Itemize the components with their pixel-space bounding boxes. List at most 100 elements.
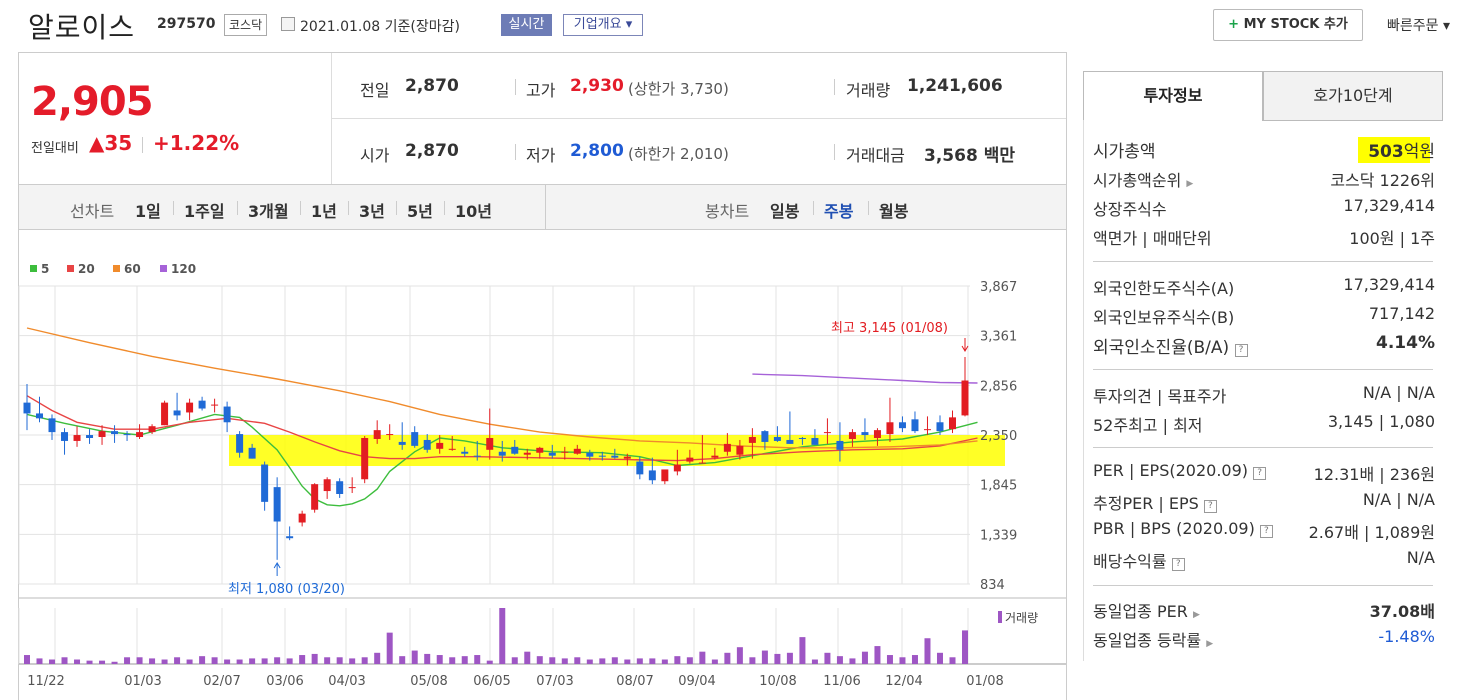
volume-bar xyxy=(61,657,68,664)
volume-bar xyxy=(349,658,356,664)
legend-swatch-120 xyxy=(160,265,167,272)
volume-bar xyxy=(24,655,30,664)
help-icon[interactable]: ? xyxy=(1203,500,1217,513)
volume-bar xyxy=(611,657,618,664)
quick-order-dropdown[interactable]: 빠른주문 ▾ xyxy=(1387,18,1450,34)
annotations: 최고 3,145 (01/08) 최저 1,080 (03/20) xyxy=(228,321,969,597)
x-tick-label: 07/03 xyxy=(536,674,573,689)
y-tick-label: 3,867 xyxy=(980,280,1017,295)
volume-bar xyxy=(236,659,243,664)
52w-value: 3,145 | 1,080 xyxy=(1327,412,1435,431)
my-stock-add-button[interactable]: + MY STOCK 추가 xyxy=(1213,9,1363,41)
volume-bar xyxy=(224,659,231,664)
industry-change-row[interactable]: 동일업종 등락률 ▶ -1.48% xyxy=(1093,627,1435,655)
volume-bar xyxy=(799,637,806,664)
tab-weekly[interactable]: 주봉 xyxy=(824,202,854,221)
candle-body xyxy=(86,435,94,438)
help-icon[interactable]: ? xyxy=(1234,344,1248,357)
candle-body xyxy=(386,434,394,436)
volume-value: 1,241,606 xyxy=(907,76,1003,96)
market-cap-row: 시가총액 503억원 xyxy=(1093,137,1435,165)
change-percent: +1.22% xyxy=(153,131,240,155)
volume-bar xyxy=(361,657,368,664)
candle-body xyxy=(23,402,31,414)
prev-close-value: 2,870 xyxy=(405,76,459,96)
volume-bar xyxy=(199,656,206,664)
candle-body xyxy=(911,419,919,432)
candle-body xyxy=(823,432,831,434)
volume-legend-swatch xyxy=(998,611,1002,623)
candle-body xyxy=(636,461,644,475)
line-chart-label: 선차트 xyxy=(70,202,115,221)
candle-body xyxy=(123,434,131,436)
volume-bar xyxy=(674,656,681,664)
tab-1y[interactable]: 1년 xyxy=(311,202,337,221)
candle-body xyxy=(273,487,281,522)
volume-bar xyxy=(561,658,568,664)
foreign-ratio-label: 외국인소진율(B/A) xyxy=(1093,338,1230,358)
foreign-limit-value: 17,329,414 xyxy=(1343,275,1435,294)
tab-order-book[interactable]: 호가10단계 xyxy=(1263,71,1443,121)
help-icon[interactable]: ? xyxy=(1253,467,1267,480)
low-label: 저가 xyxy=(526,146,556,165)
tab-1w[interactable]: 1주일 xyxy=(184,202,225,221)
candle-body xyxy=(448,448,456,450)
chart-legend: 5 20 60 120 xyxy=(30,262,196,276)
volume-bar xyxy=(649,658,656,664)
tab-monthly[interactable]: 월봉 xyxy=(879,202,909,221)
per-label: PER | EPS(2020.09) xyxy=(1093,461,1248,480)
volume-bar xyxy=(736,647,743,664)
volume-bar xyxy=(36,658,43,664)
tab-1d[interactable]: 1일 xyxy=(135,202,161,221)
foreign-hold-row: 외국인보유주식수(B) 717,142 xyxy=(1093,304,1435,332)
volume-bar xyxy=(136,657,143,664)
realtime-button[interactable]: 실시간 xyxy=(501,14,552,36)
chevron-right-icon: ▶ xyxy=(1192,610,1200,620)
candle-body xyxy=(798,437,806,439)
tab-daily[interactable]: 일봉 xyxy=(770,202,800,221)
volume-bar xyxy=(549,657,556,664)
tab-5y[interactable]: 5년 xyxy=(407,202,433,221)
volume-bar xyxy=(761,650,768,664)
volume-bar xyxy=(586,659,593,664)
foreign-limit-label: 외국인한도주식수(A) xyxy=(1093,279,1235,298)
tab-3y[interactable]: 3년 xyxy=(359,202,385,221)
volume-bar xyxy=(836,656,843,664)
foreign-hold-label: 외국인보유주식수(B) xyxy=(1093,308,1235,327)
legend-label-5: 5 xyxy=(41,262,49,276)
pbr-row: PBR | BPS (2020.09) ? 2.67배 | 1,089원 xyxy=(1093,519,1435,547)
dividend-label: 배당수익률 xyxy=(1093,552,1167,571)
target-price-value: N/A | N/A xyxy=(1362,383,1435,402)
tab-10y[interactable]: 10년 xyxy=(455,202,492,221)
market-cap-rank-row[interactable]: 시가총액순위 ▶ 코스닥 1226위 xyxy=(1093,167,1435,195)
help-icon[interactable]: ? xyxy=(1171,558,1185,571)
tab-3m[interactable]: 3개월 xyxy=(248,202,289,221)
candle-body xyxy=(673,464,681,472)
tab-invest-info[interactable]: 투자정보 xyxy=(1083,71,1263,121)
divider xyxy=(834,79,835,95)
candle-body xyxy=(348,487,356,489)
candle-body xyxy=(411,432,419,446)
volume-bar xyxy=(786,652,793,664)
industry-per-row[interactable]: 동일업종 PER ▶ 37.08배 xyxy=(1093,598,1435,626)
candle-body xyxy=(211,404,219,406)
company-overview-dropdown[interactable]: 기업개요 ▾ xyxy=(563,14,643,36)
candle-body xyxy=(886,422,894,435)
volume-bar xyxy=(299,655,306,664)
y-tick-label: 3,361 xyxy=(980,330,1017,345)
volume-bar xyxy=(924,638,931,664)
candle-body xyxy=(436,442,444,449)
candle-body xyxy=(773,437,781,441)
up-arrow-icon: ▲ xyxy=(89,131,105,155)
candle-body xyxy=(161,402,169,426)
help-icon[interactable]: ? xyxy=(1259,525,1273,538)
foreign-limit-row: 외국인한도주식수(A) 17,329,414 xyxy=(1093,275,1435,303)
candle-body xyxy=(548,452,556,456)
low-value: 2,800 xyxy=(570,141,624,161)
open-value: 2,870 xyxy=(405,141,459,161)
par-value-row: 액면가 | 매매단위 100원 | 1주 xyxy=(1093,225,1435,253)
volume-bar xyxy=(386,632,393,664)
stock-chart[interactable]: 5 20 60 120 거래량 3,867 3,361 2,856 2,350 1,845 1,… xyxy=(0,0,1067,700)
volume-bar xyxy=(74,659,81,664)
candle-body xyxy=(561,451,569,453)
